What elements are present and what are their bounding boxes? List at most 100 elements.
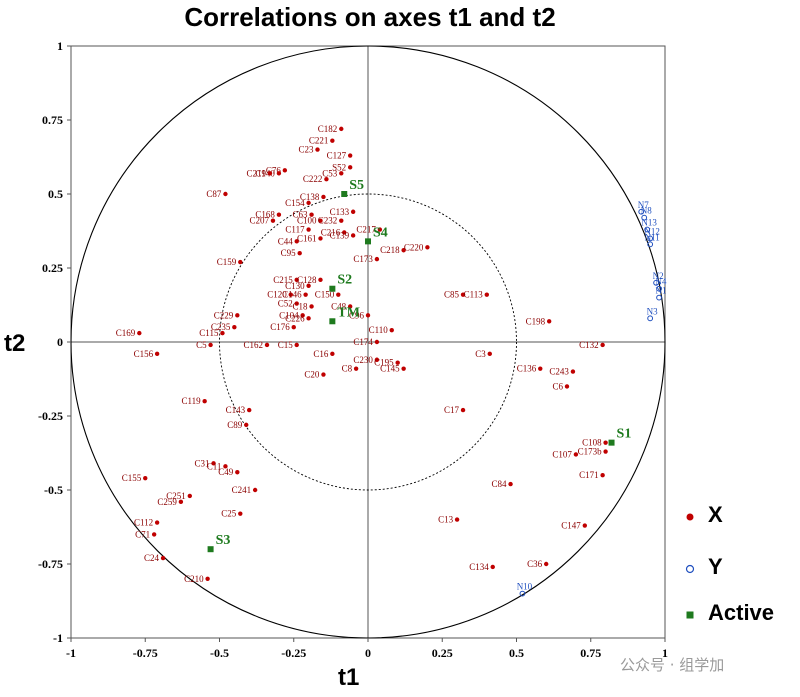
- data-point-x: [202, 399, 207, 404]
- point-label-x: C63: [293, 210, 309, 220]
- point-label-x: C176: [270, 322, 290, 332]
- data-point-x: [321, 194, 326, 200]
- point-label-x: C230: [353, 355, 373, 365]
- data-point-x: [342, 230, 347, 235]
- data-point-x: [570, 369, 576, 374]
- point-label-x: C115: [199, 328, 219, 338]
- data-point-x: [306, 283, 311, 288]
- data-point-x: [318, 236, 323, 241]
- data-point-x: [315, 147, 320, 152]
- legend-marker-active: [686, 611, 694, 619]
- data-point-x: [389, 327, 394, 333]
- data-point-x: [154, 520, 160, 525]
- data-point-x: [306, 200, 311, 206]
- point-label-x: C217: [356, 225, 376, 235]
- data-point-x: [508, 481, 513, 487]
- x-axis-label: t1: [338, 664, 360, 691]
- data-point-y: [653, 279, 659, 286]
- data-point-x: [395, 360, 400, 365]
- point-label-x: C8: [342, 364, 353, 374]
- data-point-x: [223, 191, 228, 197]
- data-point-x: [347, 165, 353, 170]
- data-point-x: [460, 292, 466, 297]
- point-label-x: C49: [218, 467, 234, 477]
- point-label-x: C96: [349, 310, 365, 320]
- data-point-x: [252, 487, 258, 493]
- point-label-active: S3: [216, 533, 231, 548]
- point-label-x: C11: [207, 461, 222, 471]
- legend-marker-y: [685, 564, 695, 574]
- data-point-x: [401, 248, 406, 253]
- data-point-x: [374, 339, 380, 345]
- data-point-x: [270, 218, 276, 223]
- data-point-x: [238, 259, 243, 265]
- x-tick-label: 0: [365, 646, 371, 660]
- data-point-x: [600, 342, 605, 348]
- data-point-y: [638, 208, 645, 215]
- point-label-x: C95: [281, 248, 297, 258]
- data-point-x: [336, 292, 341, 297]
- inner-circle: [219, 193, 517, 491]
- point-label-x: C6: [552, 381, 563, 391]
- data-point-active: [329, 285, 336, 292]
- data-point-x: [374, 256, 380, 262]
- data-point-x: [154, 351, 160, 357]
- data-point-x: [377, 227, 383, 232]
- data-point-x: [339, 171, 344, 176]
- data-point-x: [538, 366, 543, 371]
- x-tick-label: 0.5: [509, 646, 524, 660]
- data-point-x: [318, 277, 323, 283]
- point-label-x: C127: [327, 151, 347, 161]
- data-point-x: [143, 475, 148, 481]
- data-point-x: [309, 212, 314, 217]
- point-label-x: C104: [279, 310, 299, 320]
- y-tick-label: -0.75: [38, 557, 63, 571]
- data-point-x: [573, 452, 579, 457]
- point-label-x: C110: [369, 325, 389, 335]
- point-label-x: C243: [549, 367, 569, 377]
- watermark: 公众号 · 组学加: [620, 656, 725, 674]
- point-label-x: C229: [214, 310, 234, 320]
- point-label-y: N11: [645, 232, 660, 242]
- data-point-x: [297, 251, 302, 256]
- data-point-x: [330, 351, 335, 357]
- data-point-x: [454, 517, 460, 522]
- data-point-x: [324, 177, 329, 182]
- point-label-x: C25: [221, 509, 237, 519]
- data-point-x: [425, 245, 430, 250]
- point-label-x: C18: [293, 301, 309, 311]
- data-point-x: [309, 304, 314, 309]
- point-label-x: C5: [196, 340, 207, 350]
- data-point-y: [656, 285, 662, 292]
- data-point-x: [247, 407, 252, 413]
- point-label-y: N7: [638, 200, 649, 210]
- data-point-x: [339, 218, 344, 223]
- point-label-x: C48: [331, 301, 347, 311]
- point-label-y: N13: [641, 218, 657, 228]
- point-label-active: S4: [373, 225, 388, 240]
- point-label-x: C168: [255, 210, 275, 220]
- point-label-x: C139: [330, 230, 350, 240]
- point-label-x: C53: [322, 168, 338, 178]
- legend-label-x: X: [708, 502, 723, 527]
- chart-title: Correlations on axes t1 and t2: [184, 2, 556, 32]
- point-label-x: C210: [184, 574, 204, 584]
- point-label-x: C132: [579, 340, 599, 350]
- point-label-x: C134: [469, 562, 489, 572]
- point-label-x: C174: [353, 337, 373, 347]
- point-label-active: S1: [617, 427, 632, 442]
- point-label-x: C143: [226, 405, 246, 415]
- data-point-x: [208, 342, 213, 348]
- data-point-x: [365, 313, 371, 318]
- point-label-x: C145: [380, 364, 400, 374]
- point-label-x: C241: [232, 485, 252, 495]
- point-label-x: C159: [217, 257, 237, 267]
- x-tick-label: -1: [66, 646, 76, 660]
- point-label-x: C162: [244, 340, 264, 350]
- data-point-y: [647, 241, 654, 248]
- point-label-x: C133: [330, 207, 350, 217]
- data-point-x: [232, 325, 237, 330]
- point-label-x: C216: [321, 227, 341, 237]
- point-label-x: C76: [266, 165, 282, 175]
